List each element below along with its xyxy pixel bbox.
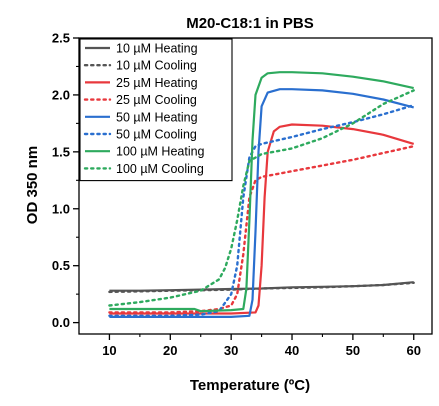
chart-title: M20-C18:1 in PBS — [186, 15, 314, 32]
plot-frame — [78, 37, 433, 335]
plot-area: 0.0 0.5 1.0 1.5 2.0 2.5 10 20 30 40 50 60 10 µM Heat… — [52, 31, 433, 358]
y-tick-label: 1.0 — [52, 201, 70, 216]
y-axis-title: OD 350 nm — [24, 146, 41, 224]
x-tick-label: 50 — [346, 343, 360, 358]
x-tick-label: 40 — [285, 343, 299, 358]
y-tick-label: 1.5 — [52, 144, 70, 159]
legend-label: 10 µM Cooling — [116, 59, 197, 73]
series-line-3 — [108, 144, 415, 314]
x-tick-label: 20 — [163, 343, 177, 358]
legend-label: 10 µM Heating — [116, 42, 198, 56]
series-line-0 — [109, 281, 414, 292]
x-tick-label: 10 — [102, 343, 116, 358]
legend-label: 50 µM Cooling — [116, 128, 197, 142]
y-tick-label: 2.0 — [52, 87, 70, 102]
legend-label: 25 µM Cooling — [116, 93, 197, 107]
y-tick-label: 0.5 — [52, 258, 70, 273]
series-line-5 — [108, 103, 415, 317]
legend-label: 100 µM Cooling — [116, 162, 204, 176]
x-tick-label: 30 — [224, 343, 238, 358]
series-line-6 — [109, 71, 414, 313]
x-axis-title: Temperature (ºC) — [190, 377, 310, 394]
legend-label: 25 µM Heating — [116, 76, 198, 90]
legend-label: 50 µM Heating — [116, 110, 198, 124]
y-tick-label: 0.0 — [52, 315, 70, 330]
x-tick-label: 60 — [407, 343, 421, 358]
series-line-4 — [109, 88, 414, 318]
legend-label: 100 µM Heating — [116, 145, 205, 159]
y-tick-label: 2.5 — [52, 31, 70, 46]
series-line-1 — [108, 281, 415, 294]
series-line-7 — [108, 89, 415, 307]
legend-box — [79, 38, 233, 182]
